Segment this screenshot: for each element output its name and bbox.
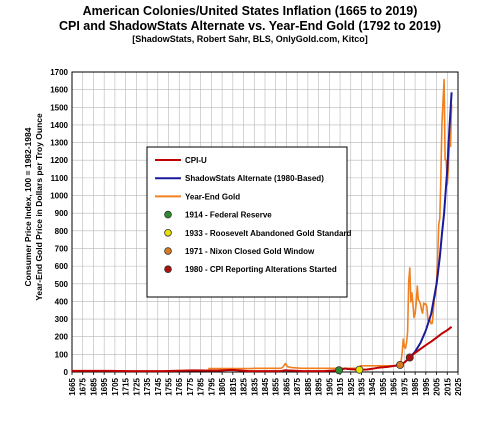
legend-label: ShadowStats Alternate (1980-Based): [185, 174, 324, 183]
x-tick-label: 1915: [336, 377, 345, 395]
tick-labels: 0 100 200 300 400 500 600 700 800 900 1000 1100 1200…: [50, 68, 463, 396]
y-tick-label: 500: [55, 280, 69, 289]
y-tick-label: 300: [55, 315, 69, 324]
title-line-2: CPI and ShadowStats Alternate vs. Year-E…: [58, 19, 442, 33]
legend-label: 1980 - CPI Reporting Alterations Started: [185, 265, 337, 274]
y-tick-label: 1200: [50, 156, 68, 165]
x-tick-label: 1975: [400, 377, 409, 395]
legend-label: CPI-U: [185, 156, 207, 165]
x-tick-label: 1935: [358, 377, 367, 395]
x-tick-label: 1815: [229, 377, 238, 395]
y-tick-label: 1400: [50, 121, 68, 130]
legend-label: 1933 - Roosevelt Abandoned Gold Standard: [185, 229, 352, 238]
x-tick-label: 1745: [154, 377, 163, 395]
legend-label: Year-End Gold: [185, 192, 240, 201]
x-tick-label: 1995: [422, 377, 431, 395]
x-tick-label: 1705: [111, 377, 120, 395]
x-tick-label: 1885: [304, 377, 313, 395]
x-tick-label: 1945: [368, 377, 377, 395]
y-tick-label: 700: [55, 244, 69, 253]
x-tick-label: 1695: [100, 377, 109, 395]
marker-1933: [355, 365, 364, 374]
y-tick-label: 200: [55, 333, 69, 342]
x-tick-label: 1715: [122, 377, 131, 395]
y-tick-label: 1000: [50, 192, 68, 201]
y-tick-label: 800: [55, 227, 69, 236]
x-tick-label: 1755: [165, 377, 174, 395]
legend-marker-1980: [164, 265, 172, 274]
title-line-1: American Colonies/United States Inflatio…: [82, 4, 418, 18]
legend: CPI-U ShadowStats Alternate (1980-Based) Y…: [146, 146, 352, 298]
x-tick-label: 1905: [325, 377, 334, 395]
x-tick-label: 1855: [272, 377, 281, 395]
y-tick-label: 1600: [50, 86, 68, 95]
legend-label: 1971 - Nixon Closed Gold Window: [185, 247, 315, 256]
legend-marker-1933: [164, 229, 172, 237]
series-line-cpi-u: [72, 326, 453, 373]
chart-title: American Colonies/United States Inflatio…: [0, 4, 500, 34]
x-tick-label: 1675: [79, 377, 88, 395]
event-markers: [334, 353, 414, 375]
y-tick-label: 400: [55, 297, 69, 306]
x-tick-label: 1735: [143, 377, 152, 395]
x-tick-label: 1835: [250, 377, 259, 395]
series-line-shadowstats-alternate-1980-based: [409, 92, 453, 359]
x-tick-label: 1805: [218, 377, 227, 395]
x-tick-label: 1925: [347, 377, 356, 395]
x-tick-label: 1685: [89, 377, 98, 395]
legend-marker-1914: [164, 210, 172, 219]
chart-subtitle: [ShadowStats, Robert Sahr, BLS, OnlyGold…: [132, 34, 368, 44]
marker-1980: [405, 353, 414, 362]
x-tick-label: 2025: [454, 377, 463, 395]
x-tick-label: 1865: [282, 377, 291, 395]
x-tick-label: 2005: [433, 377, 442, 395]
y-tick-label: 1700: [50, 68, 68, 77]
y-tick-label: 1100: [51, 174, 69, 183]
y-tick-label: 0: [64, 368, 69, 377]
x-tick-label: 1895: [315, 377, 324, 395]
x-tick-label: 1985: [411, 377, 420, 395]
x-tick-label: 1825: [240, 377, 249, 395]
marker-1971: [396, 360, 405, 369]
x-tick-label: 1875: [293, 377, 302, 395]
y-tick-label: 100: [55, 350, 69, 359]
legend-box: [146, 146, 348, 298]
x-tick-label: 1665: [68, 377, 77, 395]
legend-label: 1914 - Federal Reserve: [185, 211, 272, 220]
x-tick-label: 1765: [175, 377, 184, 395]
x-tick-label: 1845: [261, 377, 270, 395]
x-tick-label: 1785: [197, 377, 206, 395]
x-tick-label: 1965: [390, 377, 399, 395]
y-tick-label: 1500: [50, 103, 68, 112]
x-tick-label: 1775: [186, 377, 195, 395]
y-tick-label: 600: [55, 262, 69, 271]
legend-marker-1971: [164, 247, 172, 255]
x-tick-label: 2015: [443, 377, 452, 395]
x-tick-label: 1955: [379, 377, 388, 395]
x-tick-label: 1795: [207, 377, 216, 395]
y-tick-label: 1300: [50, 139, 68, 148]
y-tick-label: 900: [55, 209, 69, 218]
x-tick-label: 1725: [132, 377, 141, 395]
marker-1914: [334, 366, 343, 375]
